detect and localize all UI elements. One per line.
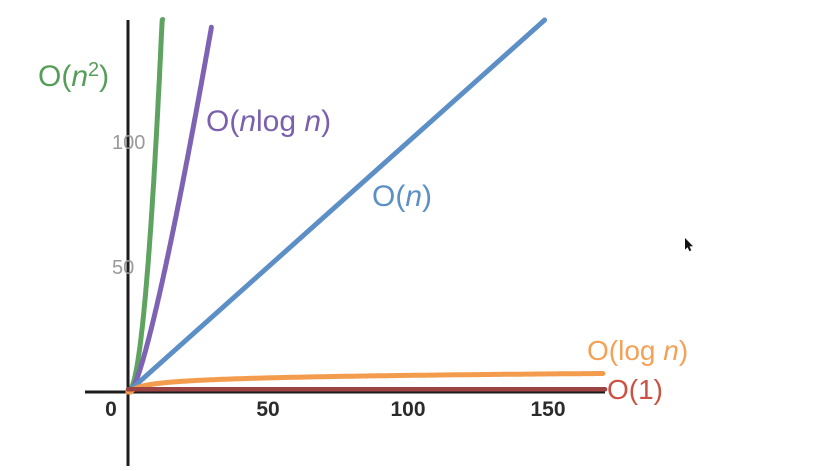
- axes-group: [85, 20, 605, 466]
- curve-3-log-n: [125, 371, 606, 395]
- mouse-cursor: [685, 238, 693, 252]
- curve-label-3: O(log n): [587, 335, 688, 366]
- curve-labels-group: O(n2) O(nlog n) O(n) O(log n) O(1): [38, 59, 688, 405]
- x-tick-label-100: 100: [390, 398, 425, 421]
- curve-label-1: O(nlog n): [206, 105, 331, 138]
- x-tick-label-150: 150: [530, 398, 565, 421]
- cursor-arrow-icon: [685, 238, 693, 252]
- curve-label-2: O(n): [372, 180, 432, 213]
- curve-label-0: O(n2): [38, 59, 109, 93]
- x-tick-label-50: 50: [256, 398, 279, 421]
- x-tick-label-0: 0: [105, 398, 117, 421]
- curves-group: [125, 17, 608, 395]
- tick-labels-group: 0 50 100 150 50 100: [105, 132, 565, 421]
- y-tick-label-100: 100: [112, 132, 145, 154]
- y-tick-label-50: 50: [112, 257, 134, 279]
- curve-2-n: [125, 17, 548, 395]
- curve-0-n-2: [125, 17, 166, 395]
- curve-label-4: O(1): [607, 374, 663, 405]
- curve-1-n-log-n: [125, 24, 214, 395]
